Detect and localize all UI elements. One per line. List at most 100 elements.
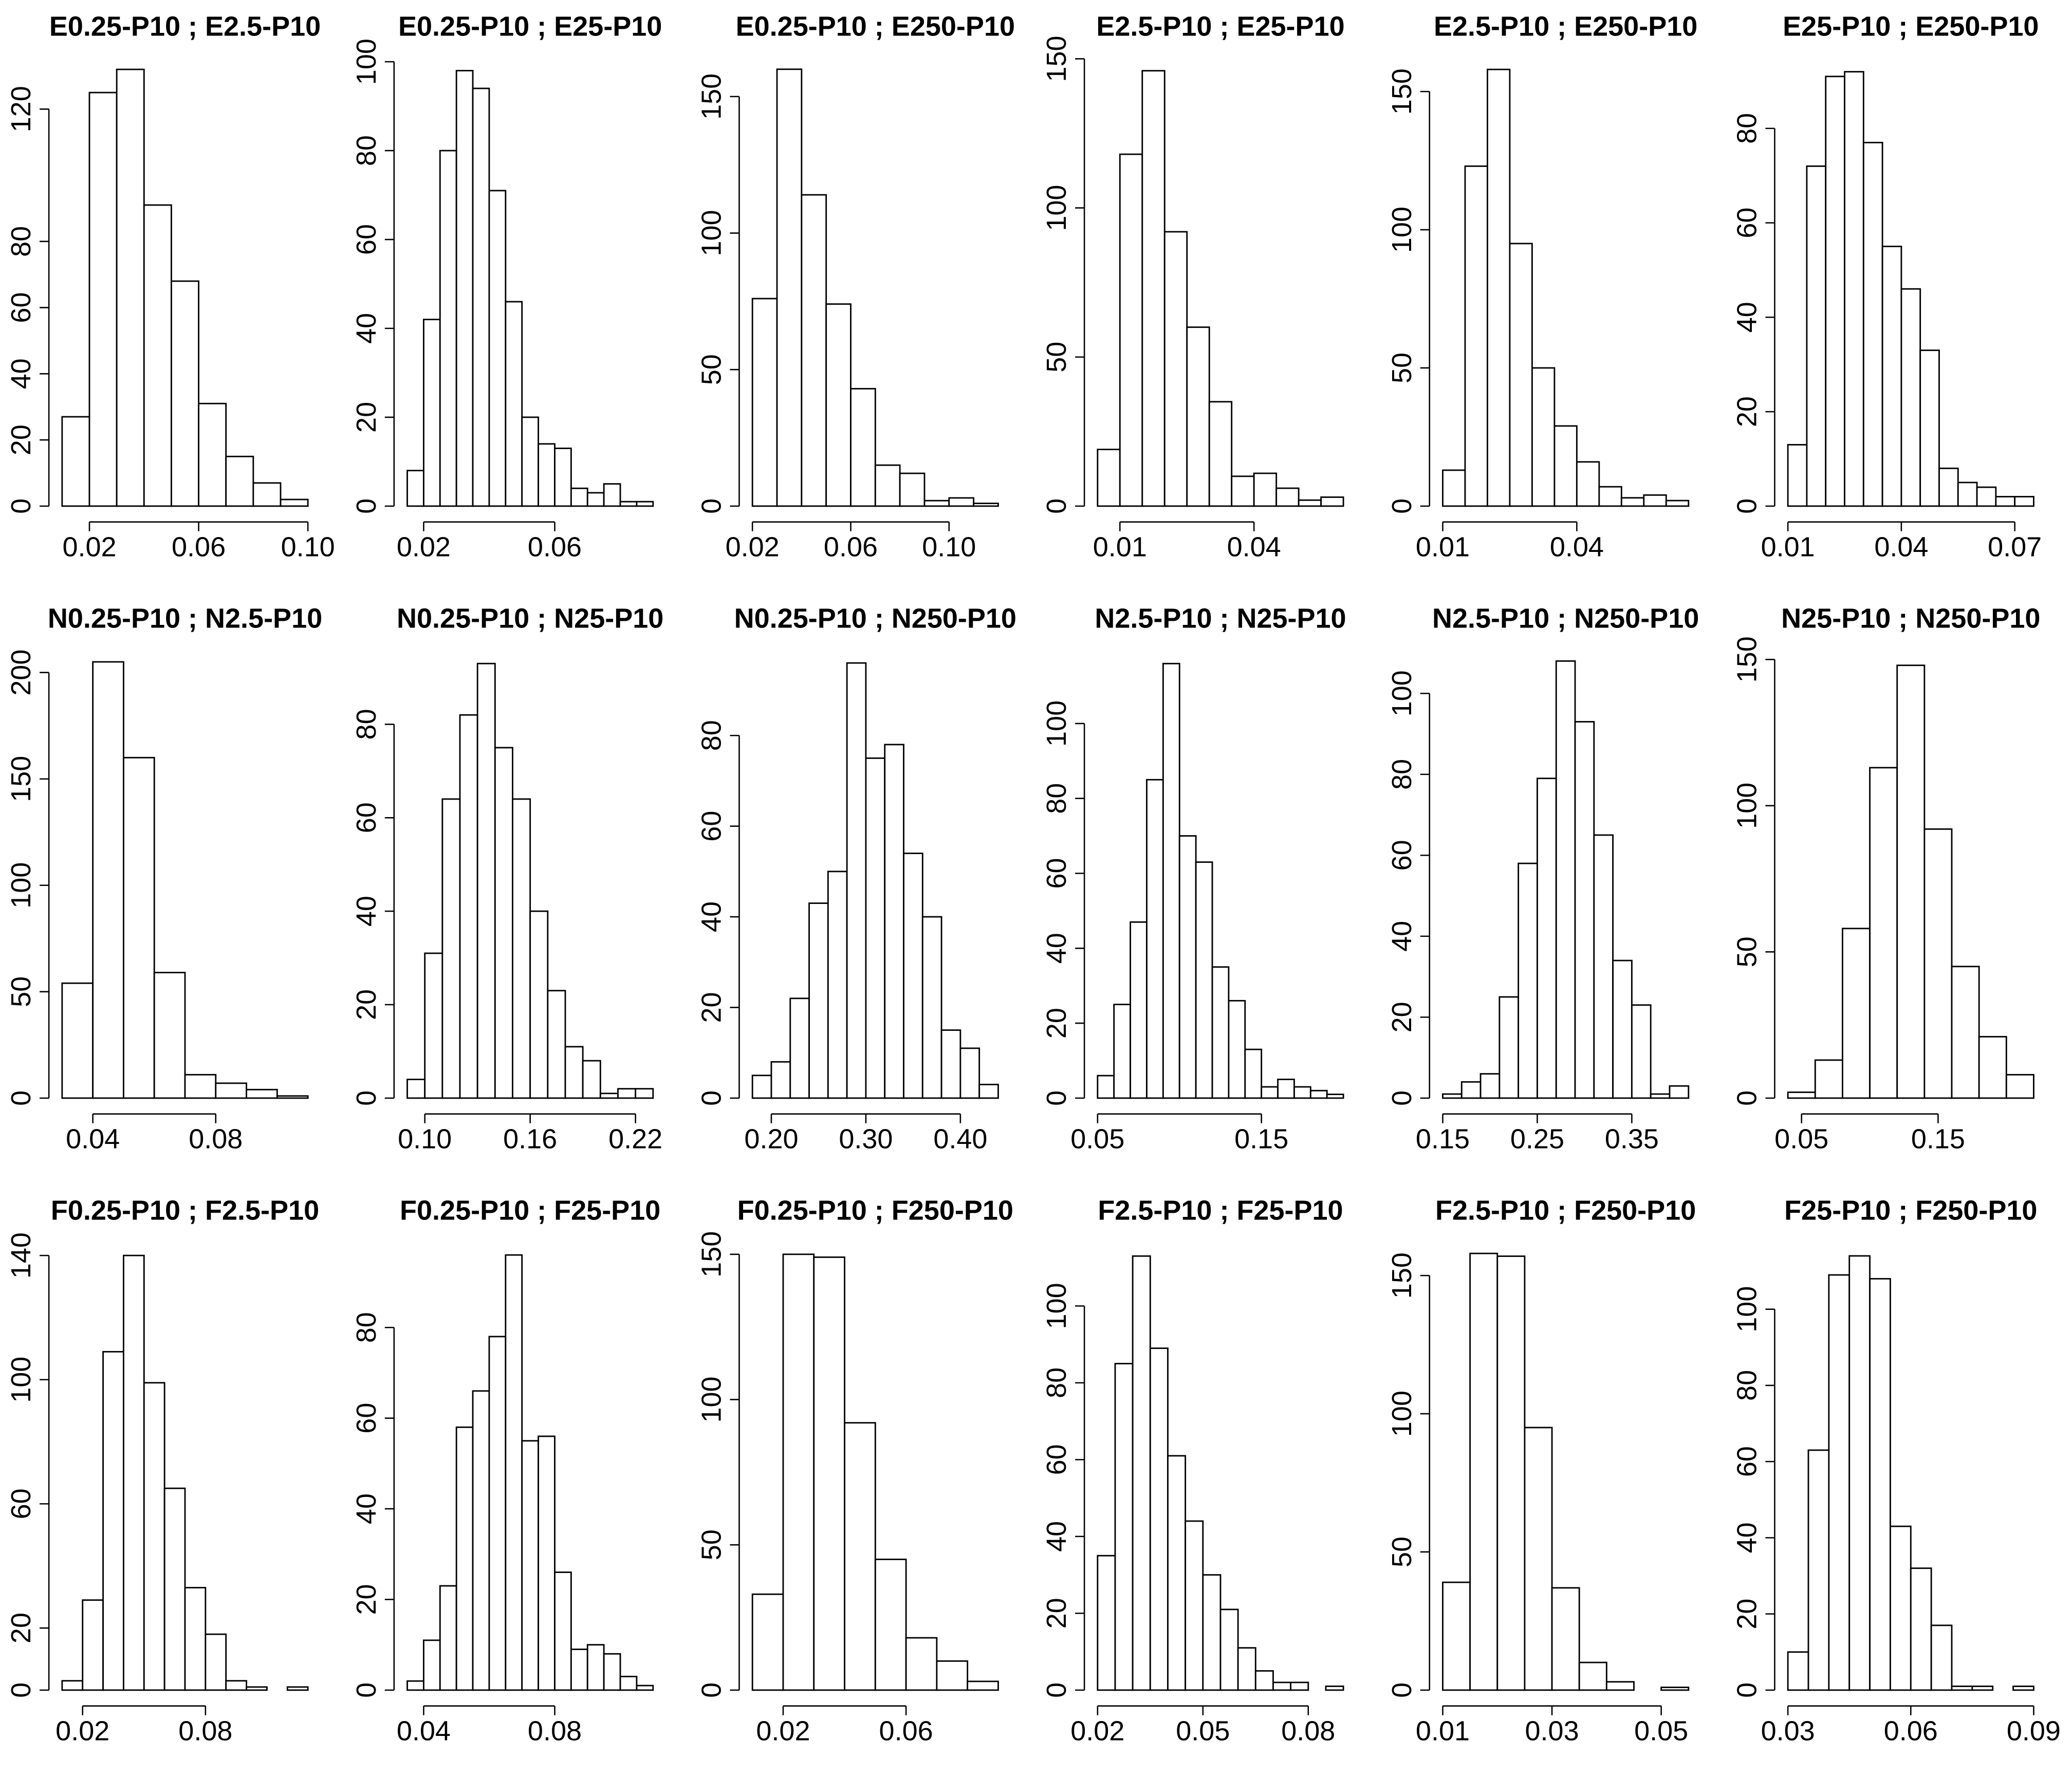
bar <box>1469 1252 1498 1691</box>
y-tick-label: 20 <box>351 402 382 433</box>
x-tick-label: 0.01 <box>1416 532 1470 563</box>
bar <box>1593 834 1614 1099</box>
bar <box>82 1599 104 1691</box>
bar <box>1113 1004 1132 1099</box>
bar <box>2012 1686 2034 1691</box>
bar <box>617 1088 637 1099</box>
bar <box>1844 71 1864 507</box>
bar <box>1665 499 1690 507</box>
y-tick-label: 60 <box>1386 840 1417 871</box>
y-tick-label: 100 <box>1041 1283 1072 1329</box>
bar <box>1460 1081 1482 1099</box>
x-tick-label: 0.08 <box>1281 1716 1335 1747</box>
bar <box>751 1075 772 1099</box>
bar <box>1231 475 1255 507</box>
bar <box>163 1487 186 1691</box>
bar <box>865 757 886 1099</box>
histogram-panel: F2.5-P10 ; F250-P10 0 50 100 150 0.01 0.03 0.05 <box>1386 1195 1696 1746</box>
bar <box>1957 482 1978 507</box>
y-tick-label: 80 <box>351 709 382 739</box>
y-tick-label: 100 <box>696 210 727 256</box>
bar <box>1141 70 1166 507</box>
y-tick-label: 150 <box>1386 1252 1417 1299</box>
bar <box>948 497 975 507</box>
x-tick-label: 0.09 <box>2007 1716 2061 1747</box>
bar <box>406 1079 426 1099</box>
bar <box>1910 1567 1932 1691</box>
bar <box>1574 721 1595 1099</box>
bar <box>1309 1089 1328 1099</box>
bar <box>529 910 549 1099</box>
panel-title: E0.25-P10 ; E25-P10 <box>398 11 662 42</box>
y-tick-label: 20 <box>351 989 382 1020</box>
x-tick-label: 0.06 <box>528 532 582 563</box>
bar <box>782 1253 815 1691</box>
histogram-panel: F25-P10 ; F250-P10 0 20 40 60 80 100 0.03 0.06 0.… <box>1731 1195 2061 1746</box>
y-tick-label: 40 <box>1041 933 1072 964</box>
y-tick-label: 60 <box>696 811 727 842</box>
bar <box>424 952 443 1099</box>
y-tick-label: 100 <box>1386 1391 1417 1437</box>
bar <box>1237 1647 1256 1691</box>
bar <box>476 662 496 1099</box>
y-tick-label: 0 <box>696 1682 727 1698</box>
bar <box>636 501 654 507</box>
x-tick-label: 0.05 <box>1070 1124 1124 1155</box>
y-tick-label: 50 <box>6 976 36 1007</box>
y-tick-label: 50 <box>696 1529 727 1560</box>
y-tick-label: 60 <box>351 1403 382 1434</box>
bar <box>1293 1086 1311 1099</box>
x-tick-label: 0.04 <box>66 1124 120 1155</box>
bar <box>844 1422 876 1691</box>
bar <box>1551 1587 1580 1691</box>
bar <box>1951 966 1980 1099</box>
bar <box>280 498 309 507</box>
bar <box>801 194 827 507</box>
x-tick-label: 0.06 <box>879 1716 933 1747</box>
bar <box>1132 1255 1151 1691</box>
histogram-panel: F0.25-P10 ; F2.5-P10 0 20 60 100 140 0.02 0.08 <box>6 1195 319 1746</box>
bar <box>1119 153 1143 507</box>
y-tick-label: 0 <box>6 1682 36 1698</box>
bar <box>1498 996 1520 1099</box>
panel-title: F0.25-P10 ; F2.5-P10 <box>51 1195 319 1226</box>
bar <box>505 301 523 507</box>
bar <box>205 1633 227 1691</box>
bar <box>1848 1255 1871 1691</box>
y-tick-label: 0 <box>1731 1682 1762 1698</box>
bar <box>940 1029 961 1099</box>
bar <box>1553 425 1578 507</box>
bar <box>184 1074 217 1099</box>
bar <box>2005 1074 2034 1099</box>
panel-title: F2.5-P10 ; F250-P10 <box>1435 1195 1696 1226</box>
y-tick-label: 80 <box>1386 759 1417 790</box>
panel-title: F2.5-P10 ; F25-P10 <box>1098 1195 1343 1226</box>
bar <box>88 91 118 507</box>
y-tick-label: 100 <box>1041 700 1072 747</box>
bar <box>1531 367 1556 507</box>
bar <box>936 1660 969 1691</box>
bar <box>1862 142 1883 507</box>
bar <box>538 1435 556 1691</box>
y-tick-label: 100 <box>1731 1286 1762 1333</box>
panel-title: N0.25-P10 ; N2.5-P10 <box>48 603 322 634</box>
bar <box>1807 1449 1830 1691</box>
x-tick-label: 0.02 <box>397 532 451 563</box>
bar <box>1325 1685 1344 1691</box>
x-tick-label: 0.05 <box>1634 1716 1688 1747</box>
panel-title: E0.25-P10 ; E2.5-P10 <box>49 11 321 42</box>
y-tick-label: 40 <box>351 313 382 344</box>
bar <box>1576 461 1600 507</box>
bar <box>1890 1525 1912 1691</box>
bar <box>1631 1004 1652 1099</box>
bar <box>751 1593 784 1691</box>
bar <box>967 1680 999 1691</box>
y-tick-label: 150 <box>696 1231 727 1278</box>
bar <box>123 1254 145 1691</box>
y-tick-label: 20 <box>1386 1002 1417 1032</box>
x-tick-label: 0.07 <box>1988 532 2042 563</box>
y-tick-label: 20 <box>1041 1008 1072 1039</box>
bar <box>1869 1278 1891 1691</box>
x-tick-label: 0.06 <box>172 532 226 563</box>
y-tick-label: 20 <box>6 424 36 455</box>
